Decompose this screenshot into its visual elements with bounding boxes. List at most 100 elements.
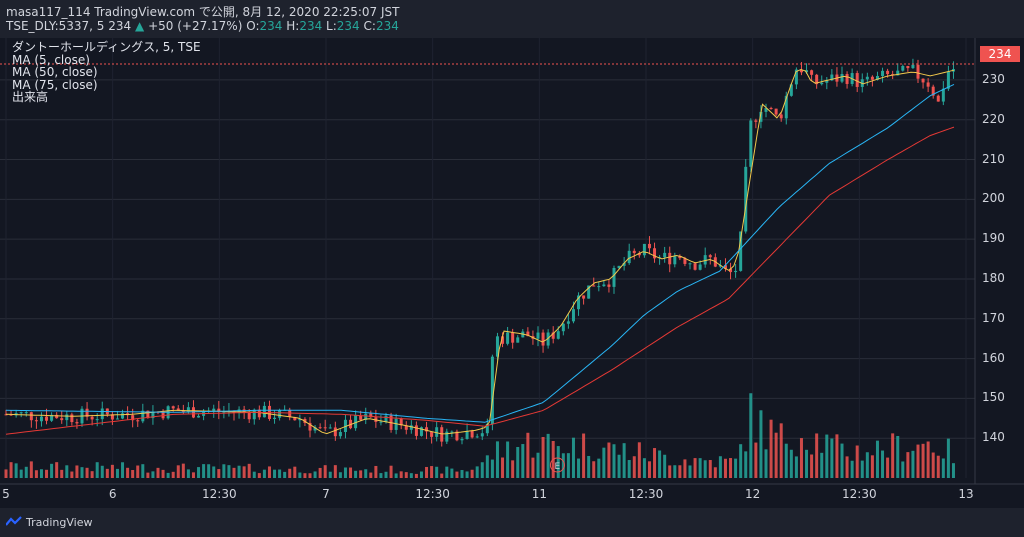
candle-body <box>359 415 363 420</box>
volume-bar <box>131 469 135 478</box>
volume-bar <box>39 469 43 478</box>
candle-body <box>445 431 449 442</box>
volume-bar <box>774 432 778 478</box>
candle-body <box>419 427 423 436</box>
volume-bar <box>65 465 69 478</box>
volume-bar <box>440 473 444 478</box>
candle-body <box>181 410 185 412</box>
candle-body <box>404 425 408 430</box>
volume-bar <box>875 440 879 478</box>
volume-bar <box>825 434 829 478</box>
volume-bar <box>176 465 180 478</box>
volume-bar <box>115 468 119 478</box>
tradingview-logo-icon[interactable] <box>6 516 22 528</box>
time-tick-label: 12 <box>745 487 761 501</box>
volume-bar <box>622 443 626 478</box>
volume-bar <box>313 471 317 478</box>
price-tick-label: 150 <box>982 390 1005 405</box>
candle-body <box>597 286 601 288</box>
candle-body <box>19 412 23 414</box>
legend-ma75[interactable]: MA (75, close) <box>12 77 98 92</box>
chart-plot-area[interactable]: E <box>0 38 1024 508</box>
candle-body <box>110 414 114 420</box>
volume-bar <box>592 461 596 478</box>
candle-body <box>85 408 89 417</box>
volume-bar <box>723 458 727 478</box>
volume-bar <box>708 460 712 478</box>
candle-body <box>217 408 221 413</box>
price-tick-label: 190 <box>982 231 1005 246</box>
candle-body <box>516 337 520 343</box>
candle-body <box>734 270 738 273</box>
candle-body <box>55 414 59 419</box>
volume-bar <box>901 461 905 478</box>
high-value: 234 <box>299 19 323 33</box>
candle-body <box>673 256 677 265</box>
candle-body <box>75 422 79 424</box>
volume-bar <box>293 466 297 478</box>
volume-bar <box>450 468 454 478</box>
candle-body <box>186 407 190 412</box>
volume-bar <box>673 465 677 478</box>
legend-volume[interactable]: 出来高 <box>12 90 49 104</box>
volume-bar <box>546 433 550 478</box>
candle-body <box>855 73 859 87</box>
candle-body <box>612 267 616 287</box>
candle-body <box>896 70 900 76</box>
candle-body <box>683 258 687 264</box>
volume-bar <box>14 463 18 478</box>
time-tick-label: 5 <box>2 487 10 501</box>
volume-bar <box>252 471 256 478</box>
low-value: 234 <box>336 19 360 33</box>
volume-bar <box>718 456 722 478</box>
volume-bar <box>136 465 140 478</box>
close-value: 234 <box>375 19 399 33</box>
volume-bar <box>171 471 175 478</box>
volume-bar <box>55 462 59 478</box>
volume-bar <box>911 450 915 478</box>
candle-body <box>602 284 606 287</box>
volume-bar <box>34 470 38 478</box>
candle-body <box>257 409 261 418</box>
time-tick-label: 6 <box>108 487 117 501</box>
volume-bar <box>409 473 413 478</box>
tradingview-brand[interactable]: TradingView <box>26 516 93 529</box>
ma-line <box>5 68 955 435</box>
volume-bar <box>90 471 94 478</box>
candle-body <box>495 336 499 357</box>
last-price-tag: 234 <box>980 46 1020 62</box>
legend-ma50[interactable]: MA (50, close) <box>12 65 98 79</box>
candle-body <box>414 425 418 436</box>
price-tick-label: 200 <box>982 191 1005 206</box>
volume-bar <box>951 463 955 478</box>
candle-body <box>617 265 621 268</box>
candle-body <box>115 418 119 420</box>
volume-bar <box>151 471 155 478</box>
candle-body <box>409 425 413 430</box>
volume-bar <box>364 469 368 478</box>
time-tick-label: 12:30 <box>628 487 664 501</box>
candle-body <box>399 418 403 426</box>
volume-bar <box>338 472 342 478</box>
volume-bar <box>186 469 190 478</box>
candle-body <box>789 84 793 96</box>
volume-bar <box>526 432 530 478</box>
candle-body <box>830 74 834 81</box>
volume-bar <box>425 466 429 478</box>
chart-header: masa117_114 TradingView.com で公開, 8月 12, … <box>0 0 1024 38</box>
candle-body <box>490 356 494 425</box>
volume-bar <box>764 449 768 478</box>
volume-bar <box>247 463 251 478</box>
publish-info: masa117_114 TradingView.com で公開, 8月 12, … <box>6 5 400 19</box>
candle-body <box>668 252 672 265</box>
candle-body <box>647 243 651 249</box>
volume-bar <box>105 468 109 478</box>
volume-bar <box>60 469 64 478</box>
legend-ma5[interactable]: MA (5, close) <box>12 52 90 67</box>
volume-bar <box>298 472 302 478</box>
candle-body <box>551 332 555 339</box>
candle-body <box>394 418 398 430</box>
volume-bar <box>278 469 282 478</box>
volume-bar <box>754 442 758 478</box>
candle-body <box>744 166 748 232</box>
